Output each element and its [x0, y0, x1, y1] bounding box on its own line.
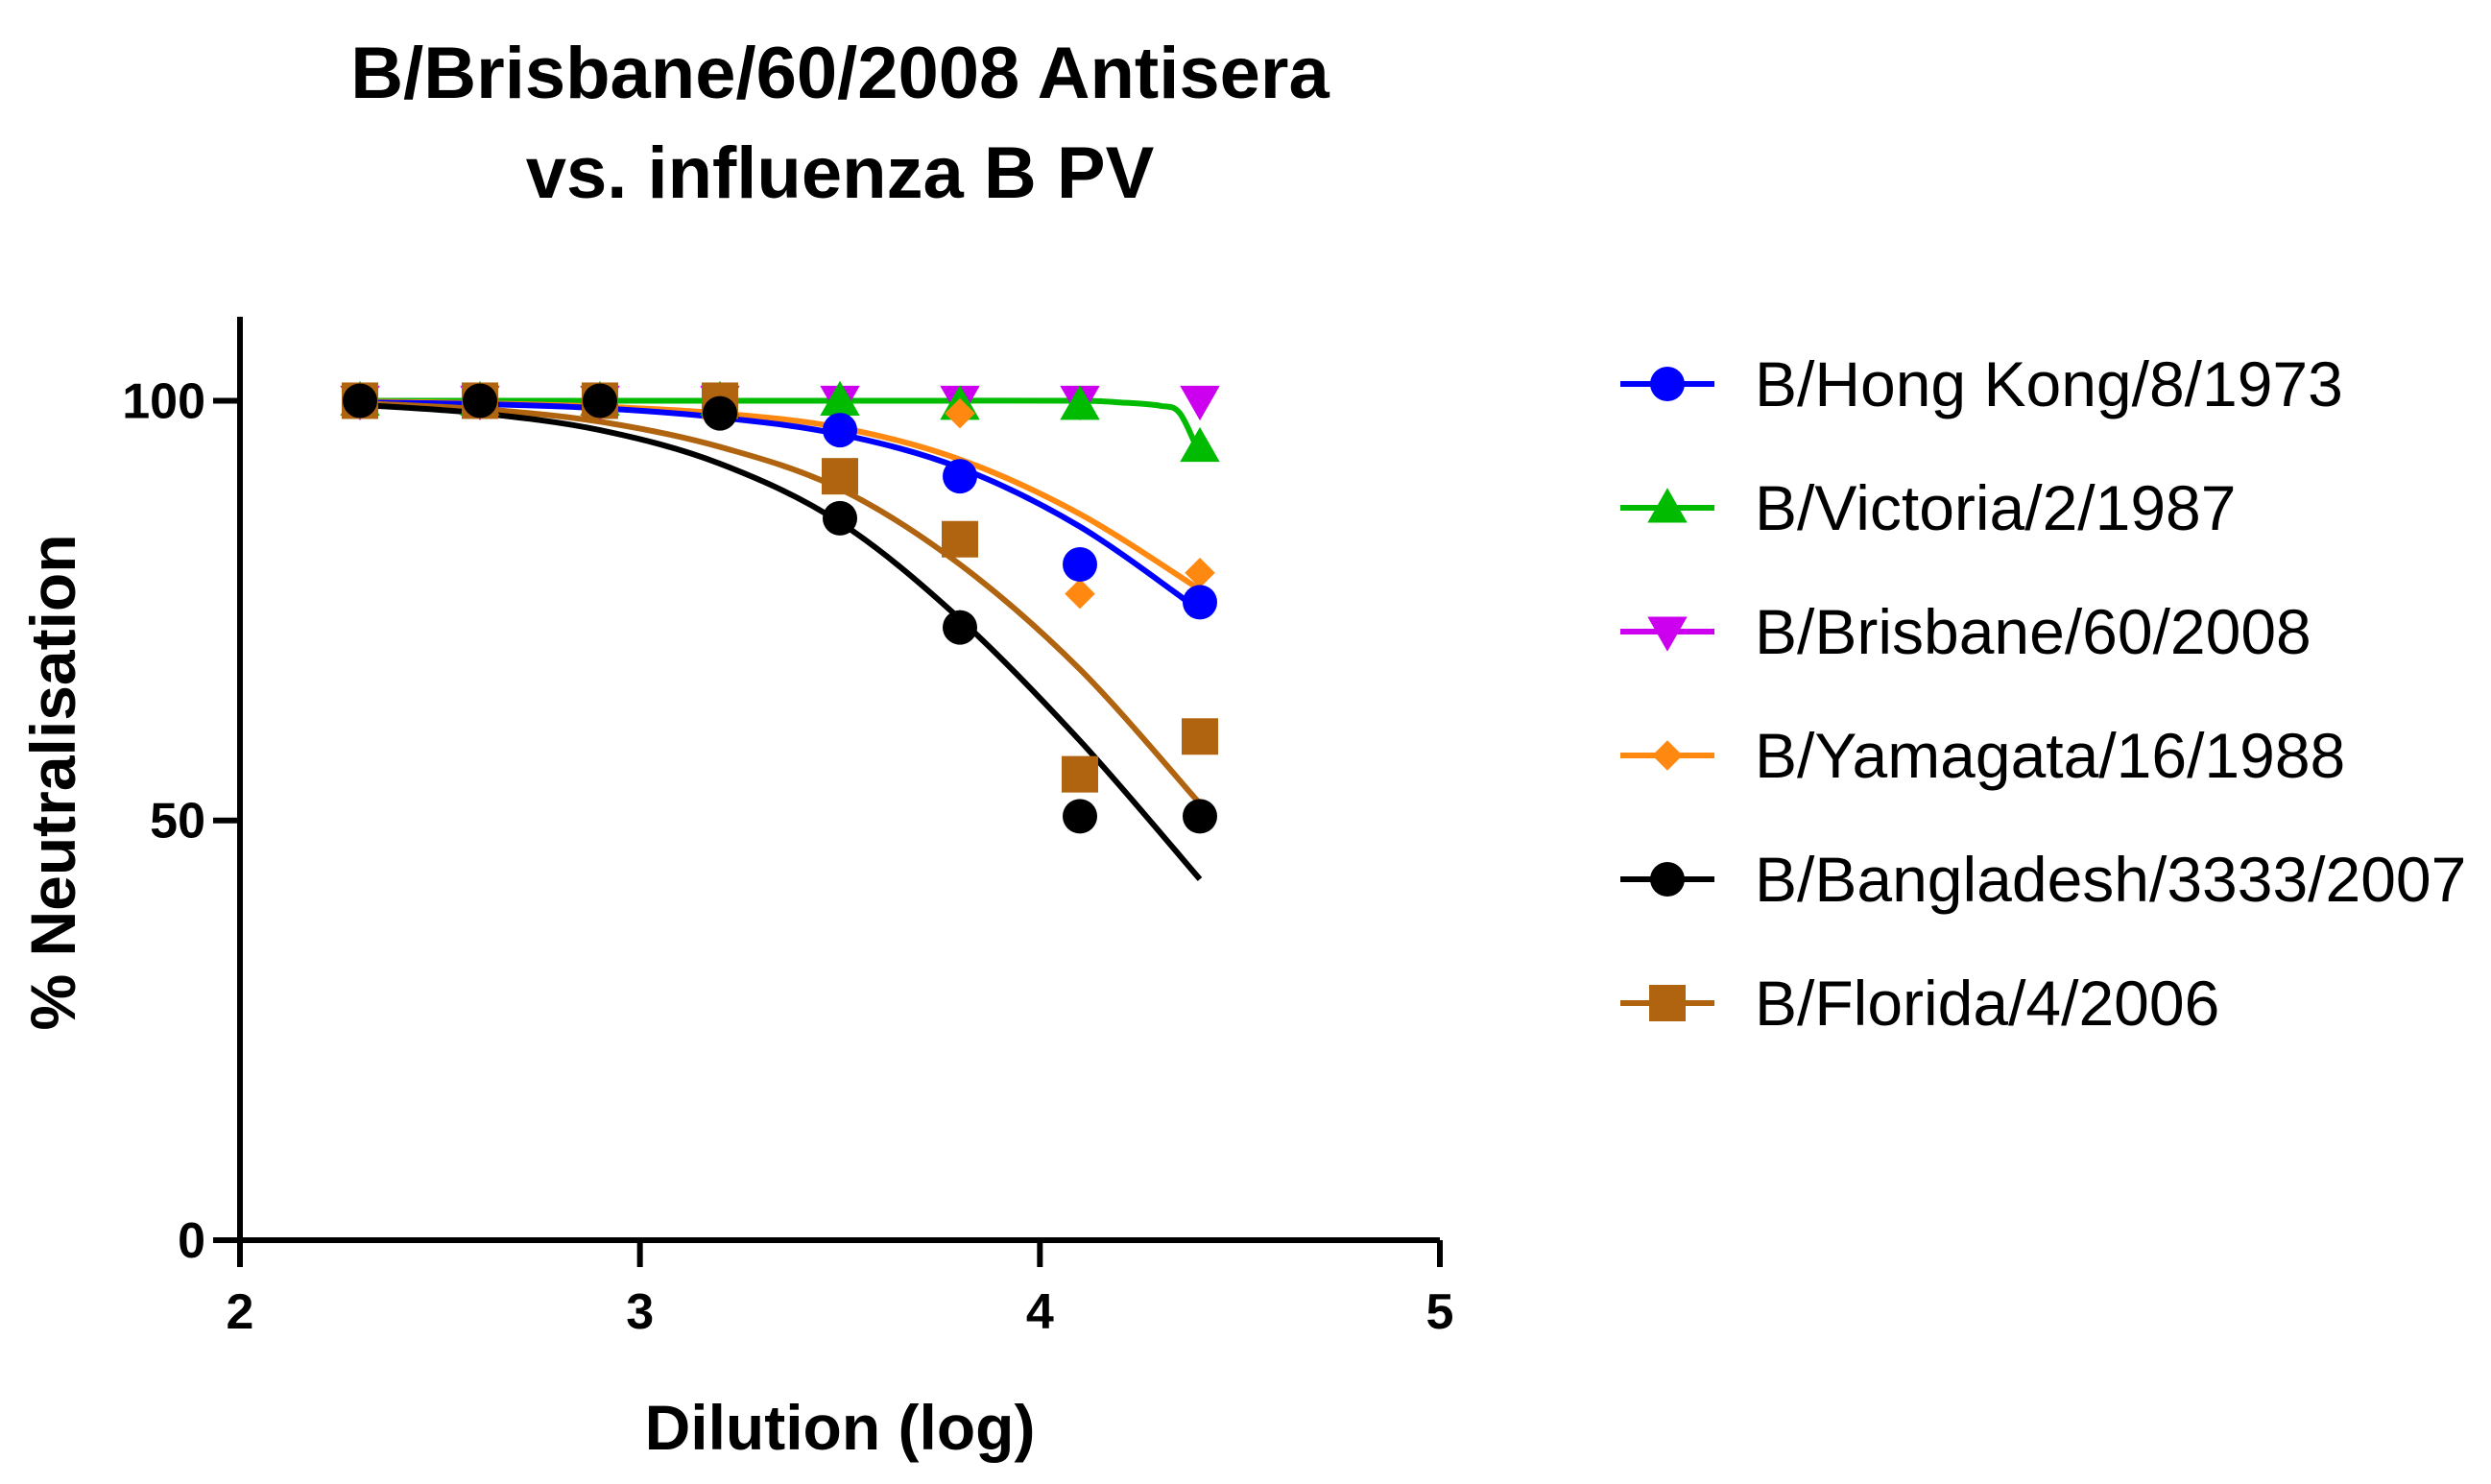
data-point	[945, 397, 975, 429]
data-point	[1062, 755, 1098, 793]
y-tick-label: 50	[150, 794, 205, 850]
x-tick-label: 3	[626, 1284, 654, 1340]
legend-label: B/Brisbane/60/2008	[1755, 596, 2311, 667]
legend-item: B/Yamagata/16/1988	[1620, 720, 2345, 791]
fit-curve-b-victoria-2-1987	[359, 397, 1203, 457]
data-point	[1060, 385, 1100, 420]
y-axis-title: % Neutralisation	[17, 534, 88, 1030]
legend-label: B/Hong Kong/8/1973	[1755, 348, 2343, 419]
data-point	[1183, 799, 1217, 834]
data-point	[1180, 426, 1220, 463]
x-axis-title: Dilution (log)	[645, 1392, 1036, 1463]
legend-label: B/Yamagata/16/1988	[1755, 720, 2345, 791]
y-tick-label: 100	[122, 373, 205, 429]
fit-curve-b-florida-4-2006	[359, 400, 1203, 806]
legend-label: B/Victoria/2/1987	[1755, 472, 2236, 543]
data-point	[822, 458, 858, 495]
data-point	[823, 500, 857, 536]
data-point	[463, 383, 497, 419]
legend-marker	[1650, 862, 1685, 897]
chart-title: B/Brisbane/60/2008 Antisera vs. influenz…	[350, 33, 1329, 214]
y-tick-label: 0	[178, 1213, 205, 1269]
legend-item: B/Brisbane/60/2008	[1620, 596, 2311, 667]
axes: 0 50 100 2 3 4 5	[122, 317, 1453, 1340]
legend-item: B/Hong Kong/8/1973	[1620, 348, 2343, 419]
fit-curve-b-bangladesh-3333-2007	[359, 401, 1203, 881]
data-point	[1182, 718, 1218, 755]
legend-marker	[1652, 740, 1683, 771]
data-points	[340, 380, 1220, 834]
data-point	[823, 413, 857, 448]
data-point	[1063, 546, 1097, 582]
legend-marker	[1650, 367, 1685, 401]
data-point	[1063, 799, 1097, 834]
data-point	[1065, 578, 1095, 610]
legend-item: B/Bangladesh/3333/2007	[1620, 844, 2466, 915]
legend-marker	[1647, 616, 1688, 652]
data-point	[943, 459, 977, 494]
legend-marker	[1647, 488, 1688, 523]
x-tick-label: 4	[1026, 1284, 1054, 1340]
data-point	[343, 383, 377, 419]
chart-title-line-1: B/Brisbane/60/2008 Antisera	[350, 33, 1329, 114]
data-point	[583, 383, 617, 419]
legend: B/Hong Kong/8/1973 B/Victoria/2/1987 B/Bri…	[1620, 348, 2466, 1039]
x-tick-label: 2	[227, 1284, 254, 1340]
legend-marker	[1649, 985, 1686, 1021]
data-point	[942, 520, 978, 558]
x-tick-label: 5	[1426, 1284, 1454, 1340]
legend-label: B/Bangladesh/3333/2007	[1755, 844, 2466, 915]
data-point	[1185, 557, 1215, 588]
data-point	[820, 380, 860, 416]
data-point	[943, 610, 977, 645]
legend-item: B/Florida/4/2006	[1620, 968, 2219, 1039]
legend-item: B/Victoria/2/1987	[1620, 472, 2236, 543]
data-point	[1183, 585, 1217, 620]
series-b-bangladesh-3333-2007	[343, 383, 1217, 834]
data-point	[1180, 385, 1220, 421]
legend-label: B/Florida/4/2006	[1755, 968, 2219, 1039]
chart-title-line-2: vs. influenza B PV	[526, 132, 1155, 214]
data-point	[703, 395, 737, 431]
